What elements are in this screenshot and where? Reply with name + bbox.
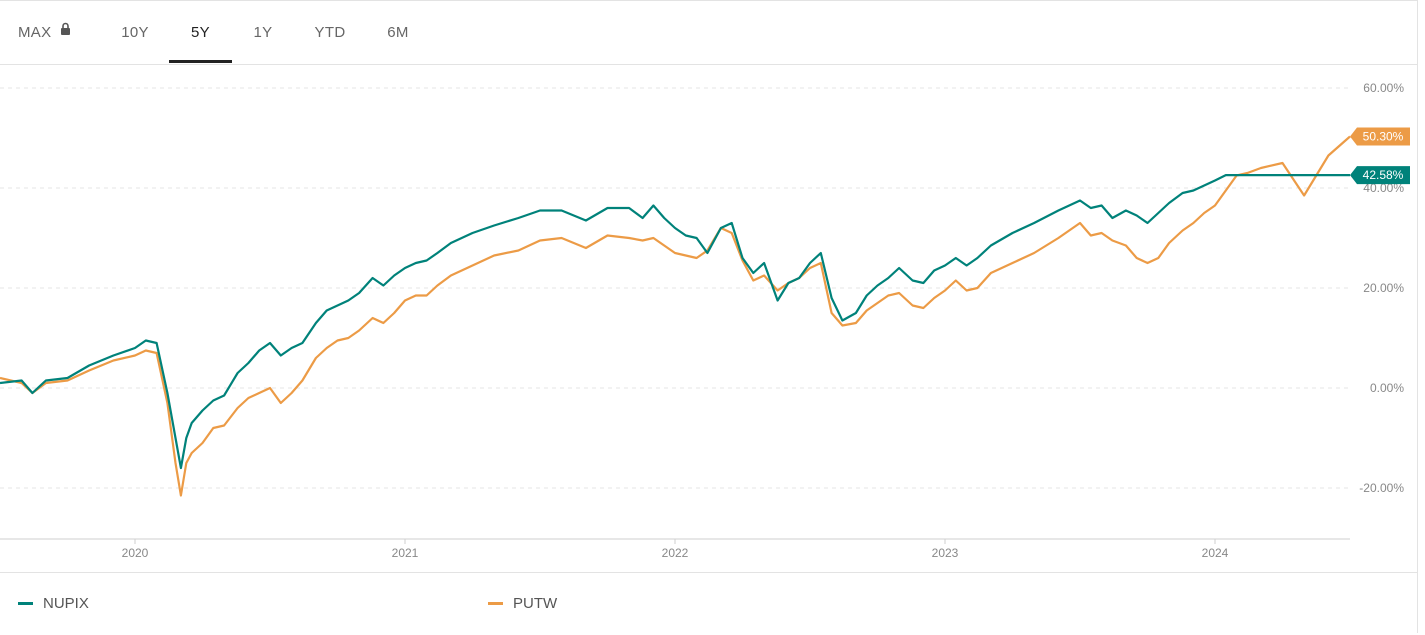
x-tick-label: 2022 [662, 546, 689, 560]
tab-10y[interactable]: 10Y [118, 0, 152, 63]
series-line-nupix[interactable] [0, 173, 1350, 470]
tab-5y-label: 5Y [191, 24, 210, 41]
end-badge-putw: 50.30% [1350, 127, 1410, 146]
performance-chart: 60.00%40.00%20.00%0.00%-20.00% 2020 2021 2… [0, 81, 1410, 560]
legend-swatch-nupix [18, 602, 33, 605]
x-tick-label: 2021 [392, 546, 419, 560]
end-badge-label: 50.30% [1363, 130, 1404, 144]
tab-1y[interactable]: 1Y [250, 0, 276, 63]
tab-1y-label: 1Y [253, 24, 273, 41]
lock-icon [60, 0, 71, 64]
y-tick-label: 40.00% [1363, 181, 1404, 195]
x-tick-label: 2024 [1202, 546, 1229, 560]
legend-swatch-putw [488, 602, 503, 605]
legend-label-nupix: NUPIX [43, 595, 89, 612]
gridlines [0, 87, 1350, 489]
tab-5y[interactable]: 5Y [169, 0, 232, 63]
y-axis-labels: 60.00% 40.00% 20.00% 0.00% -20.00% [1359, 81, 1404, 495]
tab-ytd-label: YTD [314, 24, 346, 41]
end-badge-nupix: 42.58% [1350, 166, 1410, 185]
tab-10y-label: 10Y [121, 24, 149, 41]
end-value-badges: 50.30% 42.58% [1350, 127, 1410, 185]
legend-item-nupix[interactable]: NUPIX [18, 595, 89, 612]
x-tick-label: 2023 [932, 546, 959, 560]
y-tick-label: -20.00% [1359, 481, 1404, 495]
legend: NUPIX PUTW [0, 572, 1418, 633]
legend-label-putw: PUTW [513, 595, 558, 612]
tab-ytd[interactable]: YTD [311, 0, 349, 63]
tab-max[interactable]: MAX [18, 0, 82, 63]
series-line-putw[interactable] [0, 135, 1351, 497]
tab-6m-label: 6M [387, 24, 409, 41]
y-tick-label: 20.00% [1363, 281, 1404, 295]
tab-6m[interactable]: 6M [384, 0, 412, 63]
x-tick-label: 2020 [122, 546, 149, 560]
series-lines [0, 135, 1351, 497]
end-badge-label: 42.58% [1363, 168, 1404, 182]
y-tick-label: 60.00% [1363, 81, 1404, 95]
end-badge-shape [1350, 166, 1410, 185]
tab-max-label: MAX [18, 24, 52, 41]
end-badge-shape [1350, 127, 1410, 146]
x-axis: 2020 2021 2022 2023 2024 [0, 538, 1350, 560]
legend-item-putw[interactable]: PUTW [488, 595, 557, 612]
y-tick-label: 0.00% [1370, 381, 1404, 395]
time-range-tabs: MAX 10Y 5Y 1Y YTD 6M [0, 0, 1418, 65]
